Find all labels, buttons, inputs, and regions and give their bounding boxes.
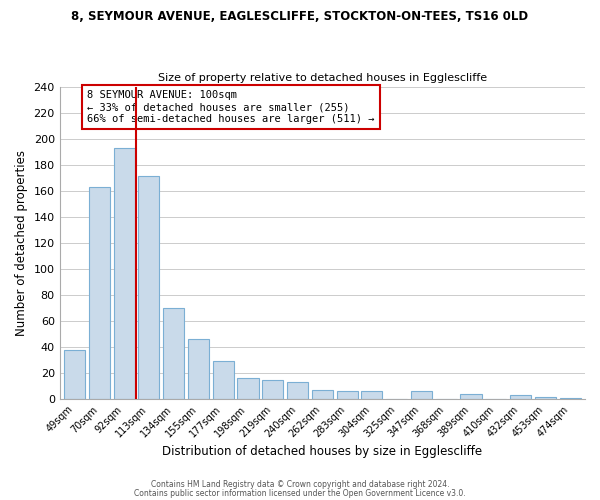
Y-axis label: Number of detached properties: Number of detached properties xyxy=(15,150,28,336)
Bar xyxy=(287,382,308,399)
Bar xyxy=(139,176,160,399)
Bar xyxy=(113,148,134,399)
Bar xyxy=(312,390,333,399)
Bar xyxy=(89,187,110,399)
Bar xyxy=(163,308,184,399)
Bar xyxy=(361,392,382,399)
Text: 8, SEYMOUR AVENUE, EAGLESCLIFFE, STOCKTON-ON-TEES, TS16 0LD: 8, SEYMOUR AVENUE, EAGLESCLIFFE, STOCKTO… xyxy=(71,10,529,23)
Bar xyxy=(212,362,234,399)
Bar xyxy=(238,378,259,399)
Text: Contains HM Land Registry data © Crown copyright and database right 2024.: Contains HM Land Registry data © Crown c… xyxy=(151,480,449,489)
Bar xyxy=(560,398,581,399)
Bar xyxy=(188,340,209,399)
Bar xyxy=(411,392,432,399)
Text: Contains public sector information licensed under the Open Government Licence v3: Contains public sector information licen… xyxy=(134,488,466,498)
Bar xyxy=(262,380,283,399)
Bar xyxy=(337,392,358,399)
Bar xyxy=(535,396,556,399)
X-axis label: Distribution of detached houses by size in Egglescliffe: Distribution of detached houses by size … xyxy=(162,444,482,458)
Bar xyxy=(460,394,482,399)
Title: Size of property relative to detached houses in Egglescliffe: Size of property relative to detached ho… xyxy=(158,73,487,83)
Text: 8 SEYMOUR AVENUE: 100sqm
← 33% of detached houses are smaller (255)
66% of semi-: 8 SEYMOUR AVENUE: 100sqm ← 33% of detach… xyxy=(87,90,374,124)
Bar xyxy=(510,396,531,399)
Bar xyxy=(64,350,85,399)
